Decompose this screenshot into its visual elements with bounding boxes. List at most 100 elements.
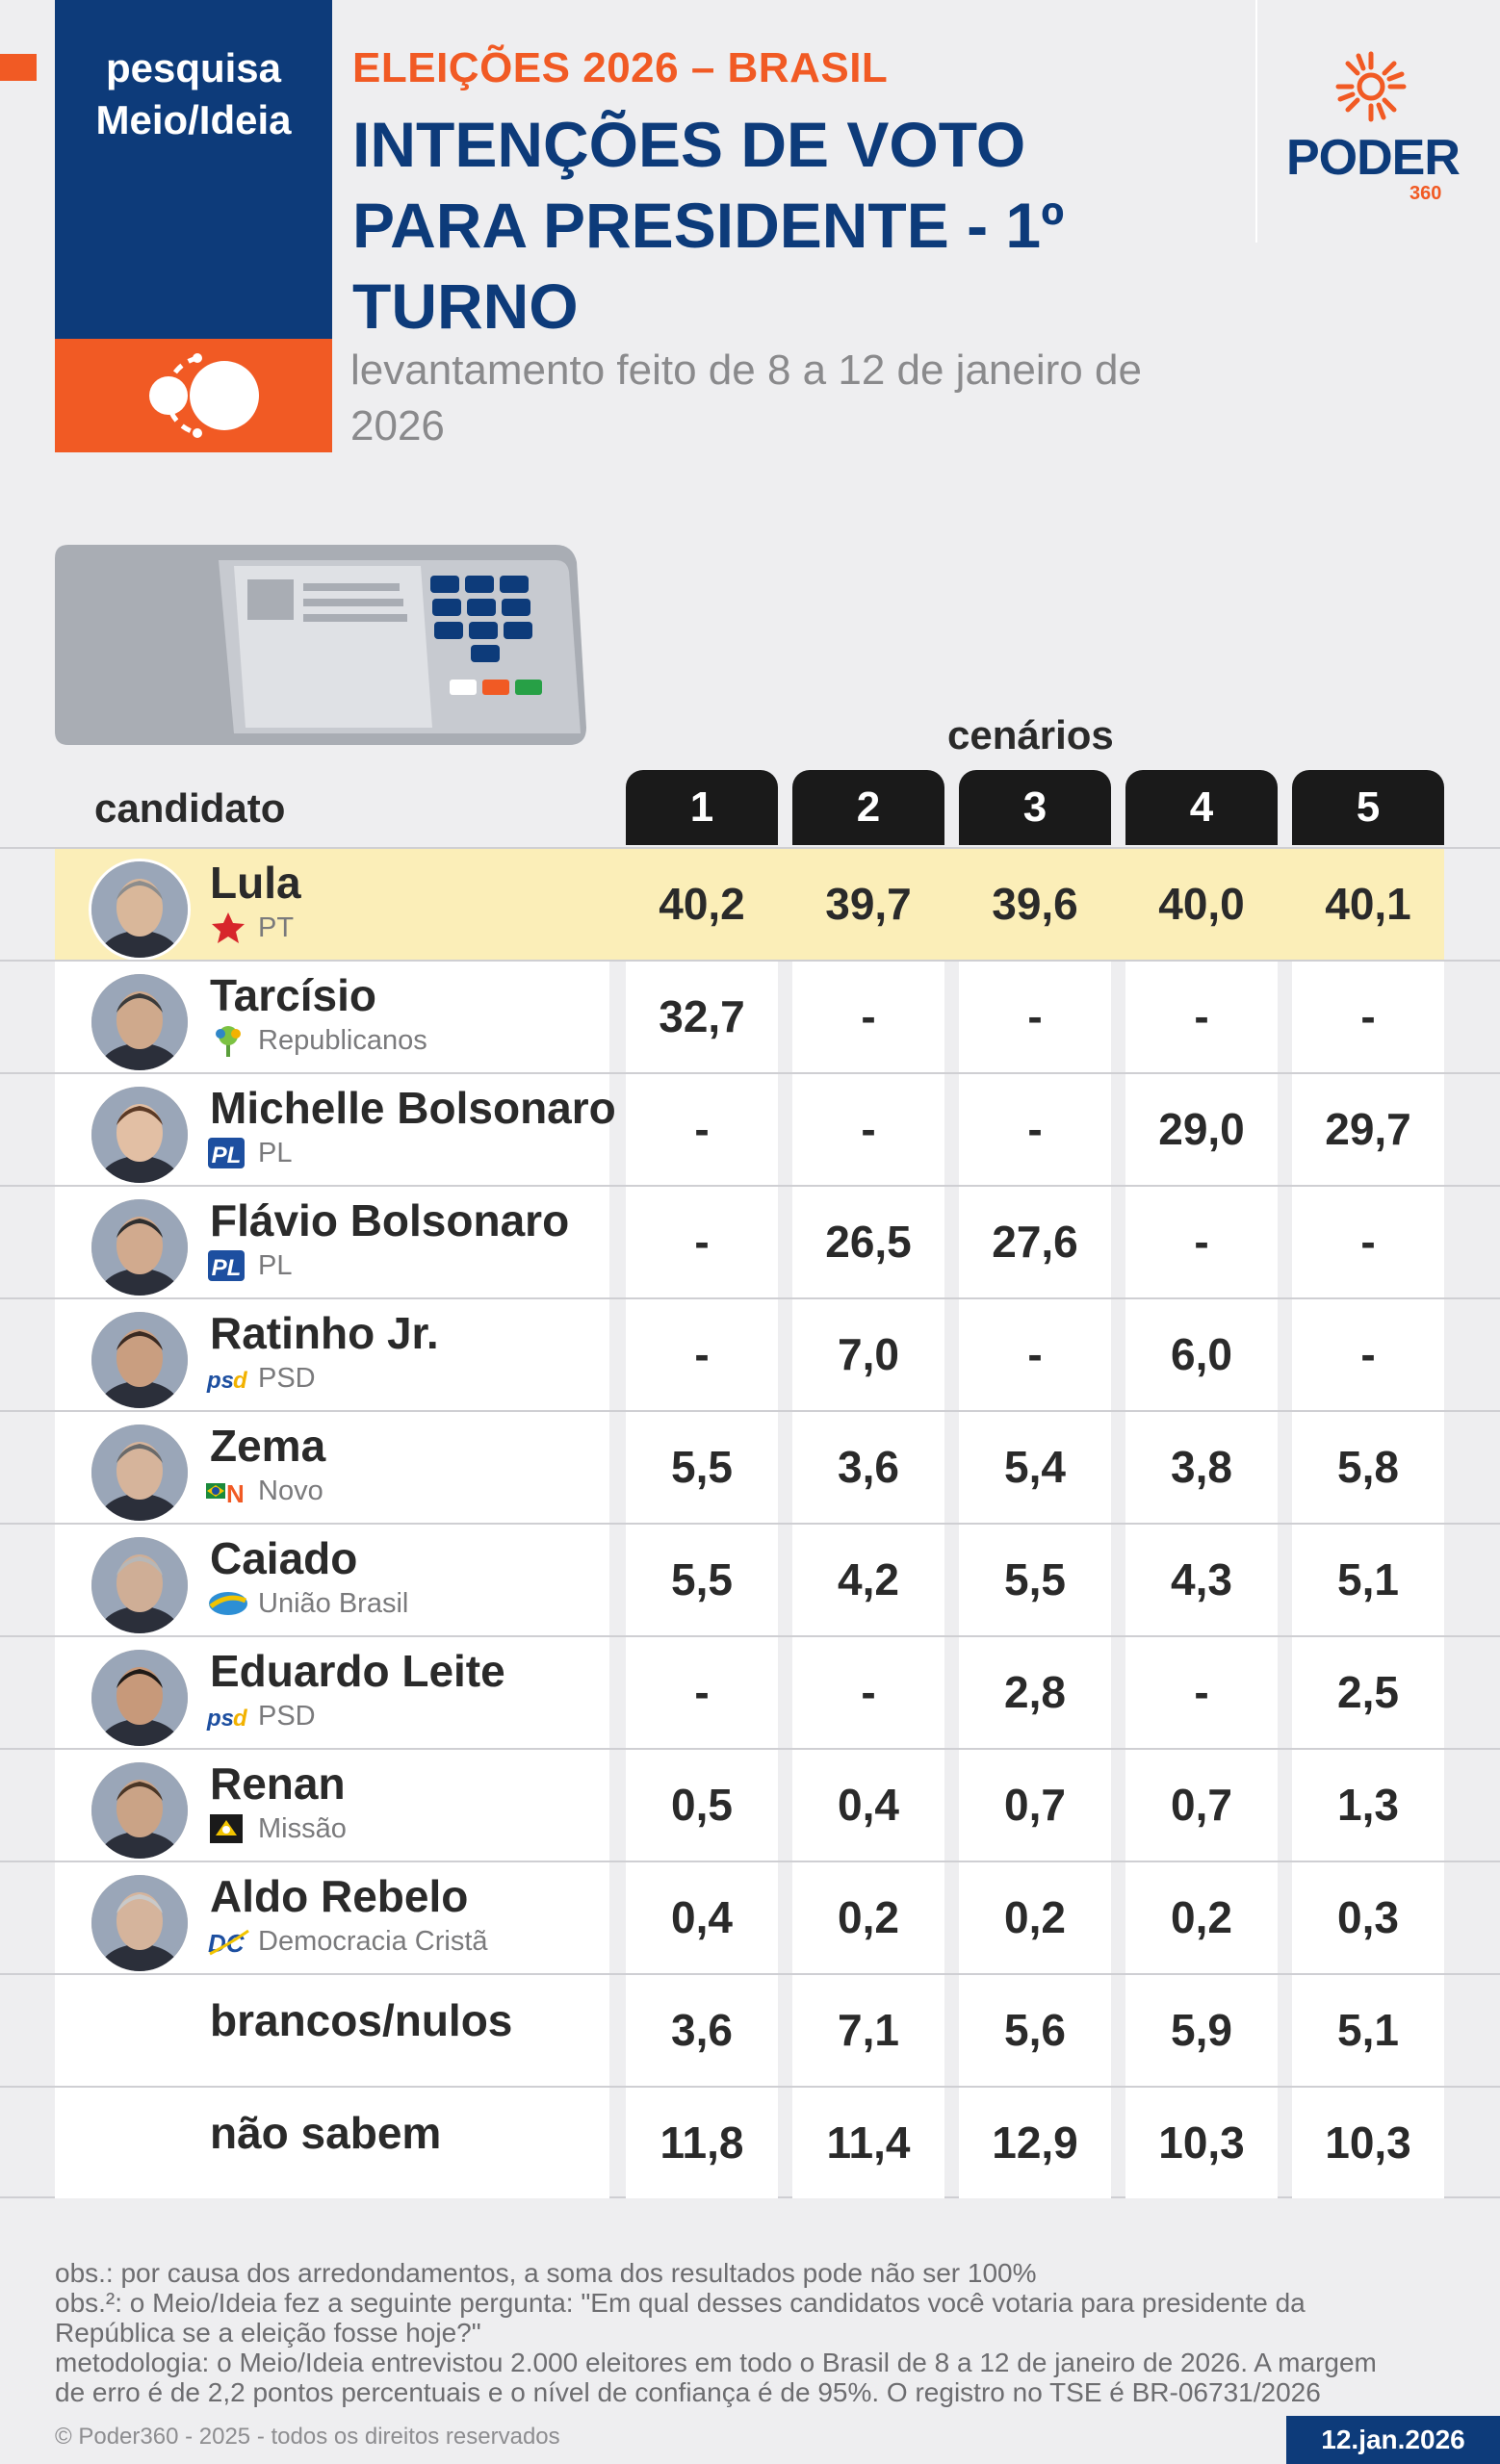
- party-name: União Brasil: [258, 1587, 409, 1619]
- poder-360-number: 360: [1409, 183, 1442, 204]
- party-label: ps d PSD: [206, 1699, 316, 1733]
- value-cell-scenario-5: 29,7: [1292, 1074, 1444, 1185]
- value-cell-scenario-4: -: [1125, 962, 1278, 1072]
- table-row: Aldo Rebelo DC Democracia Cristã 0,4 0,2 0,2 0…: [0, 1861, 1500, 1974]
- value-cell-scenario-3: 5,4: [959, 1412, 1111, 1523]
- party-label: DC Democracia Cristã: [206, 1924, 488, 1959]
- brand-line-2: Meio/Ideia: [95, 97, 292, 142]
- candidate-column-header: candidato: [94, 785, 286, 831]
- copyright: © Poder360 - 2025 - todos os direitos re…: [55, 2424, 560, 2450]
- value-cell-scenario-3: 27,6: [959, 1187, 1111, 1297]
- brand-label: pesquisa Meio/Ideia: [55, 0, 332, 339]
- candidate-name: Caiado: [210, 1533, 358, 1583]
- republicanos-tree-icon: [206, 1024, 250, 1057]
- candidate-name: Zema: [210, 1421, 326, 1471]
- candidate-photo: [89, 1196, 191, 1298]
- value-cell-scenario-1: 5,5: [626, 1412, 778, 1523]
- note-methodology-line-1: metodologia: o Meio/Ideia entrevistou 2.…: [55, 2348, 1377, 2377]
- party-label: União Brasil: [206, 1586, 408, 1621]
- category-name: não sabem: [210, 2108, 442, 2158]
- table-row: Flávio Bolsonaro PL PL -26,5 27,6- -: [0, 1185, 1500, 1298]
- table-row: Ratinho Jr. ps d PSD -7,0-6,0-: [0, 1297, 1500, 1411]
- sun-icon: [1335, 51, 1407, 122]
- value-cell-scenario-4: -: [1125, 1187, 1278, 1297]
- party-name: Novo: [258, 1475, 323, 1506]
- candidate-name: Ratinho Jr.: [210, 1308, 439, 1358]
- brand-line-1: pesquisa: [105, 45, 282, 90]
- pesquisa-brand-block: pesquisa Meio/Ideia: [55, 0, 332, 452]
- title-line-1: INTENÇÕES DE VOTO: [352, 109, 1026, 180]
- party-label: Republicanos: [206, 1023, 427, 1058]
- value-cell-scenario-2: 26,5: [792, 1187, 944, 1297]
- svg-text:N: N: [226, 1479, 245, 1507]
- value-cell-scenario-3: 39,6: [959, 849, 1111, 960]
- value-cell-scenario-4: 4,3: [1125, 1525, 1278, 1635]
- note-question-line-2: República se a eleição fosse hoje?": [55, 2318, 481, 2348]
- value-cell-scenario-1: 40,2: [626, 849, 778, 960]
- value-cell-scenario-4: 5,9: [1125, 1975, 1278, 2086]
- party-name: PSD: [258, 1362, 316, 1394]
- scenario-tab-1: 1: [626, 770, 778, 845]
- value-cell-scenario-4: 40,0: [1125, 849, 1278, 960]
- svg-text:ps: ps: [206, 1368, 234, 1394]
- subtitle-line-1: levantamento feito de 8 a 12 de janeiro …: [350, 346, 1142, 394]
- value-cell-scenario-5: 40,1: [1292, 849, 1444, 960]
- value-cell-scenario-3: 0,7: [959, 1750, 1111, 1861]
- value-cell-scenario-1: -: [626, 1299, 778, 1410]
- value-cell-scenario-3: 12,9: [959, 2088, 1111, 2198]
- value-cell-scenario-5: 2,5: [1292, 1637, 1444, 1748]
- party-label: PL PL: [206, 1248, 292, 1283]
- table-row: brancos/nulos 3,6 7,1 5,6 5,9 5,1: [0, 1973, 1500, 2086]
- value-cell-scenario-4: 29,0: [1125, 1074, 1278, 1185]
- title-line-3: TURNO: [352, 270, 579, 342]
- value-cell-scenario-5: 5,1: [1292, 1525, 1444, 1635]
- table-row: Lula PT 40,2 39,7 39,6 40,0 40,1: [0, 847, 1500, 961]
- party-label: PT: [206, 911, 294, 945]
- table-row: Michelle Bolsonaro PL PL - - -29,0 29,7: [0, 1072, 1500, 1186]
- candidate-photo: [89, 1872, 191, 1974]
- svg-text:d: d: [233, 1706, 248, 1732]
- scenario-tab-3: 3: [959, 770, 1111, 845]
- value-cell-scenario-3: 2,8: [959, 1637, 1111, 1748]
- value-cell-scenario-1: 0,4: [626, 1862, 778, 1973]
- table-row: não sabem 11,8 11,4 12,9 10,3 10,3: [0, 2086, 1500, 2198]
- scenario-tab-2: 2: [792, 770, 944, 845]
- value-cell-scenario-1: 32,7: [626, 962, 778, 1072]
- value-cell-scenario-4: 10,3: [1125, 2088, 1278, 2198]
- table-row: Caiado União Brasil 5,5 4,2 5,5 4,3 5,1: [0, 1523, 1500, 1636]
- party-name: PL: [258, 1137, 293, 1168]
- pl-badge-icon: PL: [206, 1249, 250, 1282]
- value-cell-scenario-2: 3,6: [792, 1412, 944, 1523]
- party-label: N Novo: [206, 1474, 323, 1508]
- table-row: Renan Missão 0,5 0,4 0,7 0,7 1,3: [0, 1748, 1500, 1861]
- party-name: PL: [258, 1249, 293, 1281]
- value-cell-scenario-5: 5,1: [1292, 1975, 1444, 2086]
- value-cell-scenario-2: 0,2: [792, 1862, 944, 1973]
- uniao-brasil-icon: [206, 1587, 250, 1620]
- candidate-name: Aldo Rebelo: [210, 1871, 469, 1921]
- value-cell-scenario-1: -: [626, 1187, 778, 1297]
- value-cell-scenario-2: 11,4: [792, 2088, 944, 2198]
- value-cell-scenario-5: -: [1292, 962, 1444, 1072]
- value-cell-scenario-3: 5,5: [959, 1525, 1111, 1635]
- note-rounding: obs.: por causa dos arredondamentos, a s…: [55, 2258, 1037, 2288]
- candidate-name: Michelle Bolsonaro: [210, 1083, 616, 1133]
- value-cell-scenario-2: 4,2: [792, 1525, 944, 1635]
- value-cell-scenario-4: 0,7: [1125, 1750, 1278, 1861]
- value-cell-scenario-2: 7,1: [792, 1975, 944, 2086]
- value-cell-scenario-5: -: [1292, 1187, 1444, 1297]
- candidate-name: Lula: [210, 858, 301, 908]
- svg-text:d: d: [233, 1368, 248, 1394]
- missao-logo-icon: [206, 1812, 250, 1845]
- meio-ideia-logo-icon: [55, 339, 332, 452]
- note-methodology-line-2: de erro é de 2,2 pontos percentuais e o …: [55, 2377, 1321, 2407]
- value-cell-scenario-5: 5,8: [1292, 1412, 1444, 1523]
- psd-logo-icon: ps d: [206, 1700, 250, 1732]
- pl-badge-icon: PL: [206, 1137, 250, 1169]
- value-cell-scenario-2: -: [792, 962, 944, 1072]
- header-divider: [1255, 0, 1257, 243]
- candidate-cell: [55, 2088, 609, 2198]
- note-question-line-1: obs.²: o Meio/Ideia fez a seguinte pergu…: [55, 2288, 1306, 2318]
- subtitle: levantamento feito de 8 a 12 de janeiro …: [350, 343, 1217, 454]
- novo-logo-icon: N: [206, 1475, 250, 1508]
